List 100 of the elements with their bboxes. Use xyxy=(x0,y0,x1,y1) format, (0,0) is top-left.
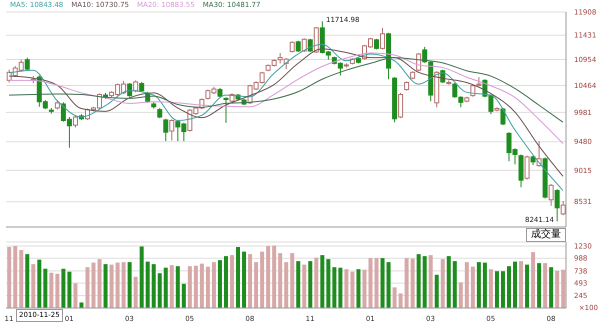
candlestick xyxy=(530,155,536,166)
bar xyxy=(98,259,102,308)
bar xyxy=(49,272,54,308)
bar xyxy=(224,256,228,308)
bar xyxy=(344,269,348,308)
bar xyxy=(428,255,433,308)
candlestick xyxy=(24,57,30,72)
bar xyxy=(164,268,168,308)
candlestick xyxy=(72,114,78,128)
bar xyxy=(25,254,30,308)
line-series xyxy=(8,57,564,123)
candlestick xyxy=(500,107,506,126)
candlestick xyxy=(458,96,464,108)
bar xyxy=(170,265,174,308)
bar xyxy=(519,261,524,308)
bar xyxy=(206,266,210,308)
candlestick xyxy=(217,87,222,98)
candlestick xyxy=(139,81,144,92)
bar xyxy=(37,260,42,308)
bar xyxy=(188,266,192,308)
candlestick xyxy=(302,38,307,52)
bar xyxy=(500,271,505,308)
candlestick xyxy=(374,38,380,50)
bar xyxy=(476,262,481,308)
bar xyxy=(176,266,180,308)
bar xyxy=(470,266,475,308)
bar xyxy=(104,264,108,308)
bar xyxy=(362,270,366,308)
bar xyxy=(440,259,445,308)
candlestick xyxy=(524,155,530,180)
bar xyxy=(73,283,78,308)
bar xyxy=(67,272,72,308)
bar xyxy=(350,272,354,308)
bar xyxy=(140,246,144,308)
bar xyxy=(19,250,24,308)
bar xyxy=(146,262,150,308)
bar xyxy=(320,255,324,308)
bar xyxy=(85,267,90,308)
bar xyxy=(236,247,240,308)
bar xyxy=(254,262,258,308)
candlestick xyxy=(380,27,386,50)
bar xyxy=(13,246,18,308)
bar xyxy=(537,263,542,308)
bar xyxy=(242,252,246,308)
bar xyxy=(200,264,204,308)
bar xyxy=(152,264,156,308)
candlestick xyxy=(54,100,60,110)
candlestick xyxy=(476,76,482,87)
candlestick xyxy=(308,38,313,52)
bar xyxy=(284,262,288,308)
candlestick xyxy=(404,80,410,92)
bar xyxy=(531,252,536,308)
bar xyxy=(134,276,138,308)
bar xyxy=(61,268,66,308)
bar xyxy=(422,256,427,308)
candlestick xyxy=(554,188,560,222)
bar xyxy=(404,258,409,308)
bar xyxy=(416,254,421,308)
bar xyxy=(380,258,385,308)
bar xyxy=(458,282,463,308)
bar xyxy=(296,261,300,308)
bar xyxy=(374,258,379,308)
bar xyxy=(356,269,360,308)
bar xyxy=(525,264,530,308)
candlestick xyxy=(223,96,228,124)
bar xyxy=(248,254,252,308)
bar xyxy=(302,264,306,308)
candlestick xyxy=(169,118,174,142)
bar xyxy=(122,262,126,308)
bar xyxy=(452,261,457,308)
bar xyxy=(308,261,312,308)
bar xyxy=(338,268,342,308)
bar xyxy=(194,266,198,308)
bar xyxy=(464,262,469,308)
bar xyxy=(266,246,270,308)
bar xyxy=(230,255,234,308)
bar xyxy=(446,256,451,308)
bar xyxy=(392,287,397,308)
bar xyxy=(506,266,511,308)
bar xyxy=(513,262,518,308)
candlestick xyxy=(163,118,168,142)
bar xyxy=(110,264,114,308)
candlestick xyxy=(133,80,138,93)
bar xyxy=(488,269,493,308)
bar xyxy=(410,258,415,308)
bar xyxy=(55,274,60,308)
bar xyxy=(290,253,294,308)
bar xyxy=(218,260,222,308)
candlestick xyxy=(452,82,458,98)
bar xyxy=(272,246,276,308)
bar xyxy=(555,270,560,308)
bar xyxy=(549,267,554,308)
bar xyxy=(278,253,282,308)
bar xyxy=(398,293,403,308)
candlestick xyxy=(398,92,404,119)
bar xyxy=(79,302,84,308)
bar xyxy=(43,268,48,308)
bar xyxy=(434,274,439,308)
bar xyxy=(326,259,330,308)
candlestick xyxy=(127,82,132,98)
